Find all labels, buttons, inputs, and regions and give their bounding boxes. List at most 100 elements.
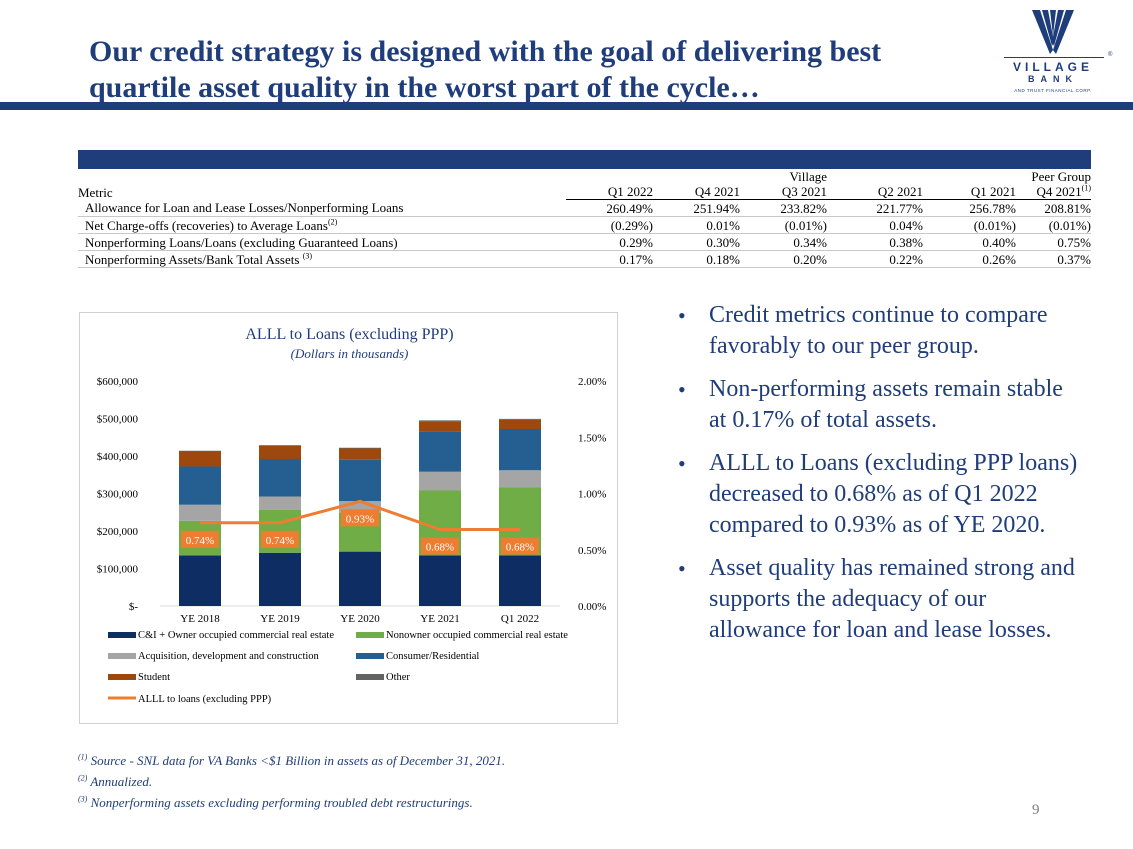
legend-label: Student xyxy=(138,672,170,683)
data-label-box xyxy=(181,530,219,548)
y-tick-label: $500,000 xyxy=(97,414,139,426)
table-cell: 0.20% xyxy=(740,250,827,268)
table-cell: 0.04% xyxy=(827,216,923,234)
bar-segment xyxy=(419,421,461,432)
y-tick-label: $400,000 xyxy=(97,451,139,463)
alll-line xyxy=(200,499,520,531)
bullet-dot: • xyxy=(678,556,686,581)
table-cell: 0.38% xyxy=(827,233,923,251)
legend-label: Other xyxy=(386,672,410,683)
data-label-box xyxy=(501,537,539,555)
legend-label: C&I + Owner occupied commercial real est… xyxy=(138,630,334,641)
bar-segment xyxy=(259,445,301,446)
table-cell: (0.01%) xyxy=(1016,216,1091,234)
data-label: 0.74% xyxy=(266,535,294,547)
data-label: 0.68% xyxy=(426,542,454,554)
bar-segment xyxy=(179,504,221,521)
logo-registered-mark: ® xyxy=(1108,52,1113,58)
footnote: (2) Annualized. xyxy=(78,771,678,792)
row-label: Nonperforming Loans/Loans (excluding Gua… xyxy=(78,233,566,251)
table-cell: 221.77% xyxy=(827,199,923,217)
table-cell: 0.34% xyxy=(740,233,827,251)
group-label-village: Village xyxy=(789,169,827,184)
table-row: Net Charge-offs (recoveries) to Average … xyxy=(78,216,1091,234)
x-tick-label: YE 2020 xyxy=(340,613,380,625)
y-tick-label: $200,000 xyxy=(97,526,139,538)
bar-segment xyxy=(179,555,221,606)
footnote-text: Source - SNL data for VA Banks <$1 Billi… xyxy=(87,753,506,768)
group-label-peer: Peer Group xyxy=(1031,169,1091,184)
y2-tick-label: 0.50% xyxy=(578,545,606,557)
alll-chart: ALLL to Loans (excluding PPP) (Dollars i… xyxy=(79,312,618,724)
bar-segment xyxy=(499,470,541,488)
bullet-text: Asset quality has remained strong and su… xyxy=(709,555,1075,643)
title-underline-bar xyxy=(0,102,1133,110)
bullet-text: Credit metrics continue to compare favor… xyxy=(709,302,1048,359)
bullet-dot: • xyxy=(678,303,686,328)
table-cell: (0.01%) xyxy=(923,216,1016,234)
page-number: 9 xyxy=(1032,802,1040,818)
row-label: Net Charge-offs (recoveries) to Average … xyxy=(85,217,328,233)
bar-segment xyxy=(339,459,381,501)
column-header: Q4 2021 xyxy=(653,184,740,200)
chart-title: ALLL to Loans (excluding PPP) xyxy=(245,326,454,343)
bar-segment xyxy=(499,419,541,429)
table-cell: 0.18% xyxy=(653,250,740,268)
footnote-text: Annualized. xyxy=(87,774,153,789)
chart-subtitle: (Dollars in thousands) xyxy=(290,346,409,361)
bar-segment xyxy=(179,466,221,505)
bar-segment xyxy=(419,471,461,491)
bullet-text: Non-performing assets remain stable at 0… xyxy=(709,376,1063,433)
table-cell: 251.94% xyxy=(653,199,740,217)
table-cell: 260.49% xyxy=(566,199,653,217)
data-label-box xyxy=(341,509,379,527)
bullet-item: • ALLL to Loans (excluding PPP loans) dec… xyxy=(678,448,1078,541)
data-label-box xyxy=(421,537,459,555)
bullet-dot: • xyxy=(678,451,686,476)
column-header-peer-sup: (1) xyxy=(1081,183,1091,193)
bullet-text: ALLL to Loans (excluding PPP loans) decr… xyxy=(709,450,1078,538)
table-row: Allowance for Loan and Lease Losses/Nonp… xyxy=(78,199,1091,217)
y2-tick-label: 2.00% xyxy=(578,376,606,388)
footnote-sup: (1) xyxy=(78,752,88,762)
y-tick-label: $100,000 xyxy=(97,564,139,576)
y-tick-label: $600,000 xyxy=(97,376,139,388)
footnote: (1) Source - SNL data for VA Banks <$1 B… xyxy=(78,750,678,771)
chart-plot: $- $100,000 $200,000 $300,000 $400,000 $500,0… xyxy=(97,376,607,705)
logo-v-mark-icon xyxy=(1032,10,1074,54)
table-cell: 0.75% xyxy=(1016,233,1091,251)
bar-segment xyxy=(499,429,541,471)
logo-divider xyxy=(1004,57,1104,58)
table-cell: 0.40% xyxy=(923,233,1016,251)
table-cell: 0.30% xyxy=(653,233,740,251)
slide-title: Our credit strategy is designed with the… xyxy=(89,35,882,104)
bar-segment xyxy=(419,431,461,472)
bullet-dot: • xyxy=(678,377,686,402)
bar-segment xyxy=(259,445,301,459)
row-label: Nonperforming Assets/Bank Total Assets xyxy=(85,251,300,267)
column-header: Q1 2021 xyxy=(923,184,1016,200)
y2-tick-label: 1.00% xyxy=(578,489,606,501)
legend-label: Consumer/Residential xyxy=(386,651,479,662)
data-label-box xyxy=(261,530,299,548)
data-label: 0.68% xyxy=(506,542,534,554)
logo-text-village: VILLAGE xyxy=(1012,60,1093,74)
bar-segment xyxy=(259,459,301,497)
table-cell: 0.37% xyxy=(1016,250,1091,268)
table-cell: 233.82% xyxy=(740,199,827,217)
bar-segment xyxy=(339,551,381,606)
x-tick-label: Q1 2022 xyxy=(501,613,539,625)
column-header-metric: Metric xyxy=(78,184,113,200)
table-header-bar xyxy=(78,150,1091,169)
table-cell: 256.78% xyxy=(923,199,1016,217)
x-tick-label: YE 2019 xyxy=(260,613,300,625)
legend-swatch xyxy=(108,653,136,659)
bar-segment xyxy=(179,450,221,452)
table-cell: 0.01% xyxy=(653,216,740,234)
column-header: Q3 2021 xyxy=(740,184,827,200)
footnote-text: Nonperforming assets excluding performin… xyxy=(87,795,473,810)
y-tick-label: $300,000 xyxy=(97,489,139,501)
bar-segment xyxy=(499,555,541,606)
key-points-list: • Credit metrics continue to compare favo… xyxy=(678,300,1078,658)
bullet-item: • Credit metrics continue to compare favo… xyxy=(678,300,1078,362)
